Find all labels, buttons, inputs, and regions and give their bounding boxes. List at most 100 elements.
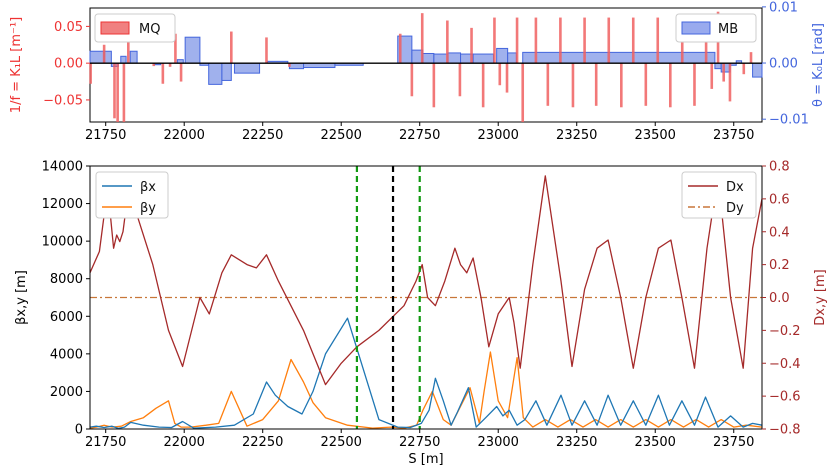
marker-lines [355, 166, 421, 429]
quadrupole-bar [116, 63, 119, 122]
x-tick-label: 21750 [85, 128, 126, 143]
quadrupole-bar [122, 63, 126, 122]
quadrupole-bar [669, 63, 672, 108]
left-tick-label: 2000 [50, 385, 83, 400]
optics-curves [89, 175, 763, 430]
quadrupole-bar [656, 17, 660, 64]
quadrupole-bar [583, 17, 586, 64]
dipole-bar [208, 62, 223, 85]
quadrupole-bar [432, 63, 436, 108]
right-tick-label: −0.2 [769, 324, 801, 339]
optics-left-ticks: 0 2000 4000 6000 8000 10000 12000 14000 [42, 160, 90, 438]
quadrupole-bar [521, 63, 525, 122]
legend-dispersion-frame [681, 171, 757, 219]
quadrupole-bar [559, 17, 562, 64]
right-tick-label: −0.8 [769, 423, 801, 438]
legend-beta-y-label: βy [140, 201, 156, 216]
s-axis-label: S [m] [408, 452, 443, 467]
x-tick-label: 23000 [478, 128, 519, 143]
dispersion-axis-label: Dx,y [m] [813, 269, 828, 325]
optics-x-ticks: 21750 22000 22250 22500 22750 23000 23250 23500… [85, 429, 754, 450]
x-tick-label: 22000 [164, 128, 205, 143]
right-tick-label: 0.6 [769, 192, 790, 207]
x-tick-label: 22500 [321, 435, 362, 450]
optics-panel: 21750 22000 22250 22500 22750 23000 23250 23500… [14, 160, 828, 468]
left-tick-label: 10000 [42, 235, 83, 250]
quadrupole-bar [410, 63, 414, 97]
quadrupole-bar [420, 13, 424, 64]
x-tick-label: 22250 [242, 435, 283, 450]
quadrupole-bar [493, 17, 496, 64]
legend-mq: MQ [94, 13, 176, 43]
dipole-bar [233, 62, 261, 74]
quadrupole-bar [113, 63, 116, 119]
quadrupole-bar [722, 63, 725, 82]
right-tick-label: −0.6 [769, 390, 801, 405]
quadrupole-bar [481, 63, 485, 108]
quadrupole-bar [498, 63, 502, 86]
quadrupole-bar [571, 63, 575, 108]
quadrupole-bar [710, 63, 714, 89]
legend-mb-swatch [681, 21, 711, 35]
right-tick-label: 0.8 [769, 160, 790, 175]
x-tick-label: 23750 [713, 128, 754, 143]
x-tick-label: 23250 [556, 128, 597, 143]
magnet-bars [89, 11, 763, 122]
x-tick-label: 23250 [556, 435, 597, 450]
quadrupole-bar [230, 31, 233, 64]
magnet-x-ticks: 21750 22000 22250 22500 22750 23000 23250 23500… [85, 122, 754, 143]
quadrupole-bar [644, 63, 648, 106]
legend-beta-x-label: βx [140, 180, 156, 195]
quadrupole-bar [458, 63, 462, 97]
left-tick-label: 6000 [50, 310, 83, 325]
x-tick-label: 23500 [635, 435, 676, 450]
dipole-bar [433, 53, 449, 64]
magnet-panel: 21750 22000 22250 22500 22750 23000 23250 23500… [9, 0, 826, 143]
quadrupole-bar [174, 33, 177, 64]
x-tick-label: 23000 [478, 435, 519, 450]
right-tick-label: −0.01 [769, 113, 809, 128]
dipole-bar [129, 50, 138, 64]
quadrupole-bar [742, 63, 746, 75]
quadrupole-bar [168, 63, 172, 67]
magnet-left-ticks: 0.05 0.00 −0.05 [43, 20, 90, 108]
x-tick-label: 22500 [321, 128, 362, 143]
quadrupole-bar [446, 20, 449, 64]
quadrupole-bar [288, 63, 291, 67]
right-tick-label: 0.00 [769, 57, 798, 72]
right-tick-label: 0.2 [769, 258, 790, 273]
quadrupole-bar [470, 27, 473, 64]
legend-mb-label: MB [718, 22, 738, 37]
legend-mq-label: MQ [139, 22, 160, 37]
right-tick-label: 0.01 [769, 0, 798, 15]
quadrupole-bar [620, 63, 623, 108]
left-tick-label: 0 [75, 423, 83, 438]
dipole-bar [184, 36, 201, 64]
legend-dispersion: Dx Dy [681, 171, 757, 219]
left-tick-label: 0.00 [54, 57, 83, 72]
legend-mq-frame [94, 13, 176, 43]
left-tick-label: 12000 [42, 197, 83, 212]
optics-right-ticks: 0.8 0.6 0.4 0.2 0.0 −0.2 −0.4 −0.6 −0.8 [762, 160, 801, 438]
right-tick-label: 0.4 [769, 225, 790, 240]
quadrupole-bar [534, 17, 538, 64]
dipole-bar [472, 53, 495, 64]
x-tick-label: 23750 [713, 435, 754, 450]
x-tick-label: 22750 [399, 435, 440, 450]
magnet-left-axis-label: 1/f = K₁L [m⁻¹] [9, 17, 24, 113]
left-tick-label: −0.05 [43, 93, 83, 108]
quadrupole-bar [161, 63, 165, 84]
legend-beta: βx βy [95, 171, 169, 219]
quadrupole-bar [505, 63, 509, 93]
legend-beta-frame [95, 171, 169, 219]
dipole-bar [507, 52, 517, 64]
x-tick-label: 22000 [164, 435, 205, 450]
legend-mb-frame [675, 13, 757, 43]
dipole-bar [496, 47, 509, 64]
x-tick-label: 22750 [399, 128, 440, 143]
legend-mb: MB [675, 13, 757, 43]
magnet-right-ticks: 0.01 0.00 −0.01 [762, 0, 809, 128]
quadrupole-bar [102, 44, 106, 64]
quadrupole-bar [594, 63, 598, 106]
quadrupole-bar [398, 33, 402, 64]
